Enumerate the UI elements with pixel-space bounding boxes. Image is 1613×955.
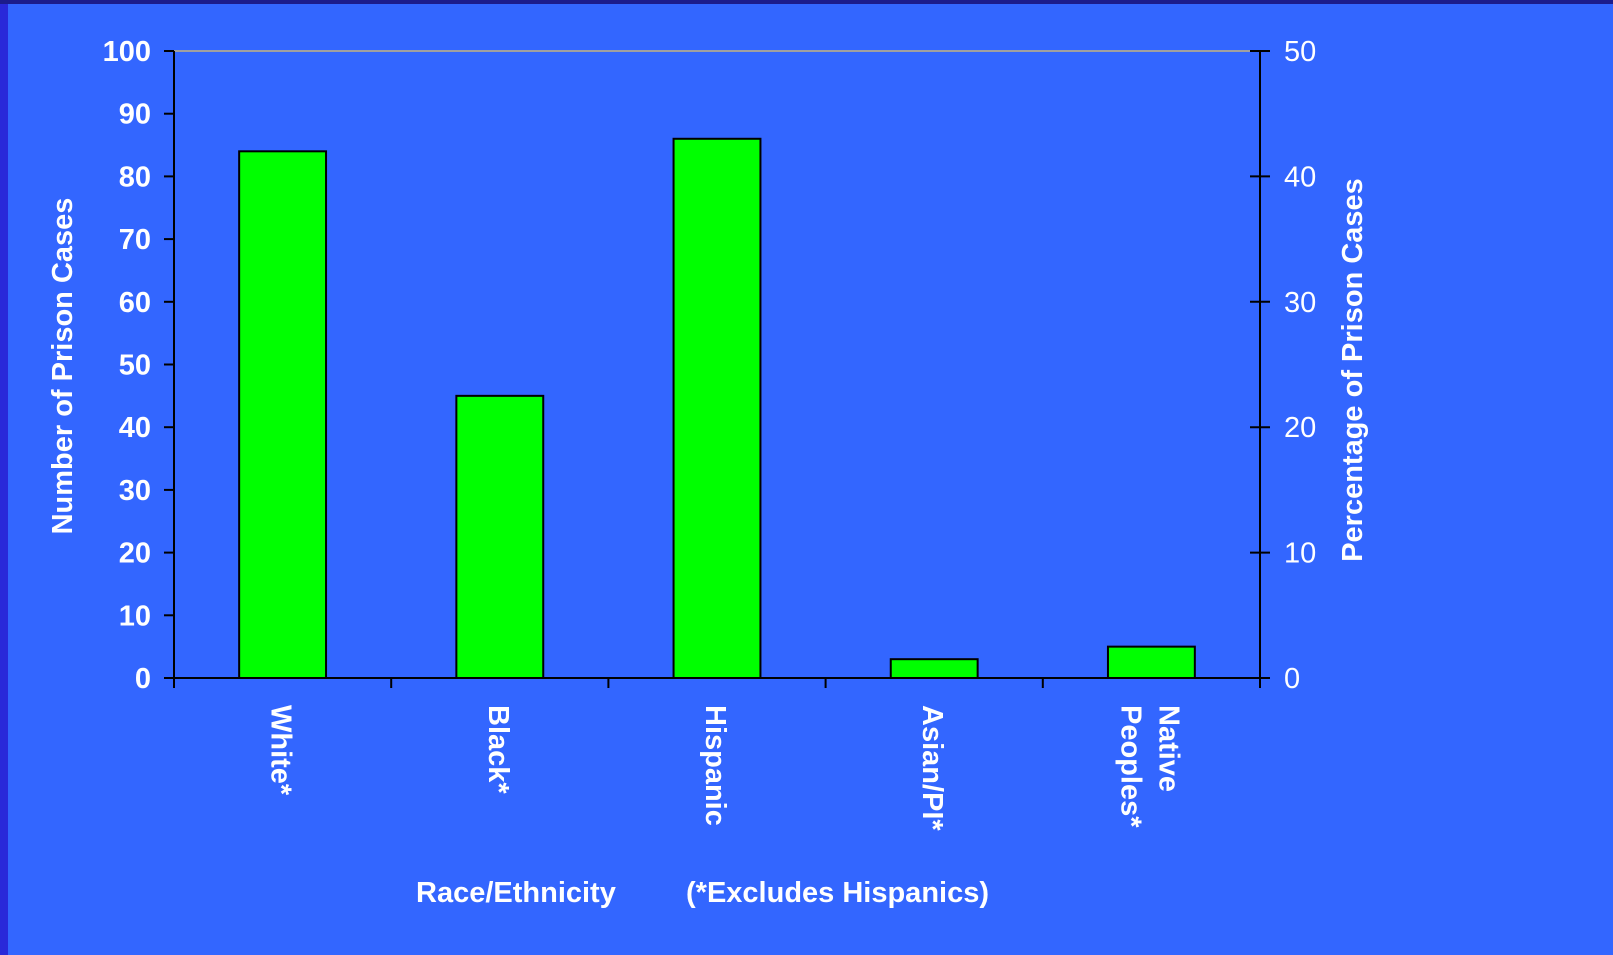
category-label-line: White* bbox=[265, 705, 297, 796]
category-label-line: Asian/PI* bbox=[916, 705, 948, 831]
y-tick-label-left: 20 bbox=[119, 538, 151, 570]
y-tick-label-left: 90 bbox=[119, 99, 151, 131]
y-tick-label-right: 50 bbox=[1284, 36, 1316, 68]
bar bbox=[455, 394, 545, 679]
y-axis-title-right: Percentage of Prison Cases bbox=[1337, 178, 1369, 562]
x-axis-title: Race/Ethnicity bbox=[416, 877, 616, 909]
y-tick-label-right: 40 bbox=[1284, 161, 1316, 193]
y-tick-label-left: 10 bbox=[119, 600, 151, 632]
category-label: Asian/PI* bbox=[916, 705, 948, 831]
category-label-line: Peoples* bbox=[1114, 705, 1146, 828]
category-label-line: Native bbox=[1152, 705, 1184, 792]
y-tick-label-left: 30 bbox=[119, 475, 151, 507]
y-tick-label-right: 30 bbox=[1284, 287, 1316, 319]
left-tick-labels: 0 10 20 30 40 50 60 70 80 90 100 bbox=[103, 36, 151, 695]
bar bbox=[238, 150, 328, 679]
x-axis-note: (*Excludes Hispanics) bbox=[686, 877, 989, 909]
slide-left-border bbox=[0, 0, 8, 955]
bar bbox=[889, 658, 979, 680]
y-axis-title-left: Number of Prison Cases bbox=[47, 198, 79, 535]
y-tick-label-right: 10 bbox=[1284, 538, 1316, 570]
category-labels: White* Black* Hispanic Asian/PI* NativePeopl… bbox=[265, 705, 1185, 831]
axis-ticks bbox=[164, 50, 1270, 688]
y-tick-label-left: 70 bbox=[119, 224, 151, 256]
y-tick-label-left: 50 bbox=[119, 350, 151, 382]
category-label: Black* bbox=[482, 705, 514, 794]
y-tick-label-left: 80 bbox=[119, 161, 151, 193]
bar bbox=[672, 137, 762, 679]
category-label-line: Black* bbox=[482, 705, 514, 794]
y-tick-label-right: 0 bbox=[1284, 663, 1300, 695]
bars bbox=[238, 137, 1196, 680]
y-tick-label-right: 20 bbox=[1284, 412, 1316, 444]
category-label: White* bbox=[265, 705, 297, 796]
category-label: Hispanic bbox=[699, 705, 731, 826]
y-tick-label-left: 60 bbox=[119, 287, 151, 319]
category-label-line: Hispanic bbox=[699, 705, 731, 826]
right-tick-labels: 0 10 20 30 40 50 bbox=[1284, 36, 1316, 695]
y-tick-label-left: 40 bbox=[119, 412, 151, 444]
y-tick-label-left: 0 bbox=[135, 663, 151, 695]
y-tick-label-left: 100 bbox=[103, 36, 151, 68]
bar bbox=[1106, 645, 1196, 680]
slide-top-border bbox=[0, 0, 1613, 4]
